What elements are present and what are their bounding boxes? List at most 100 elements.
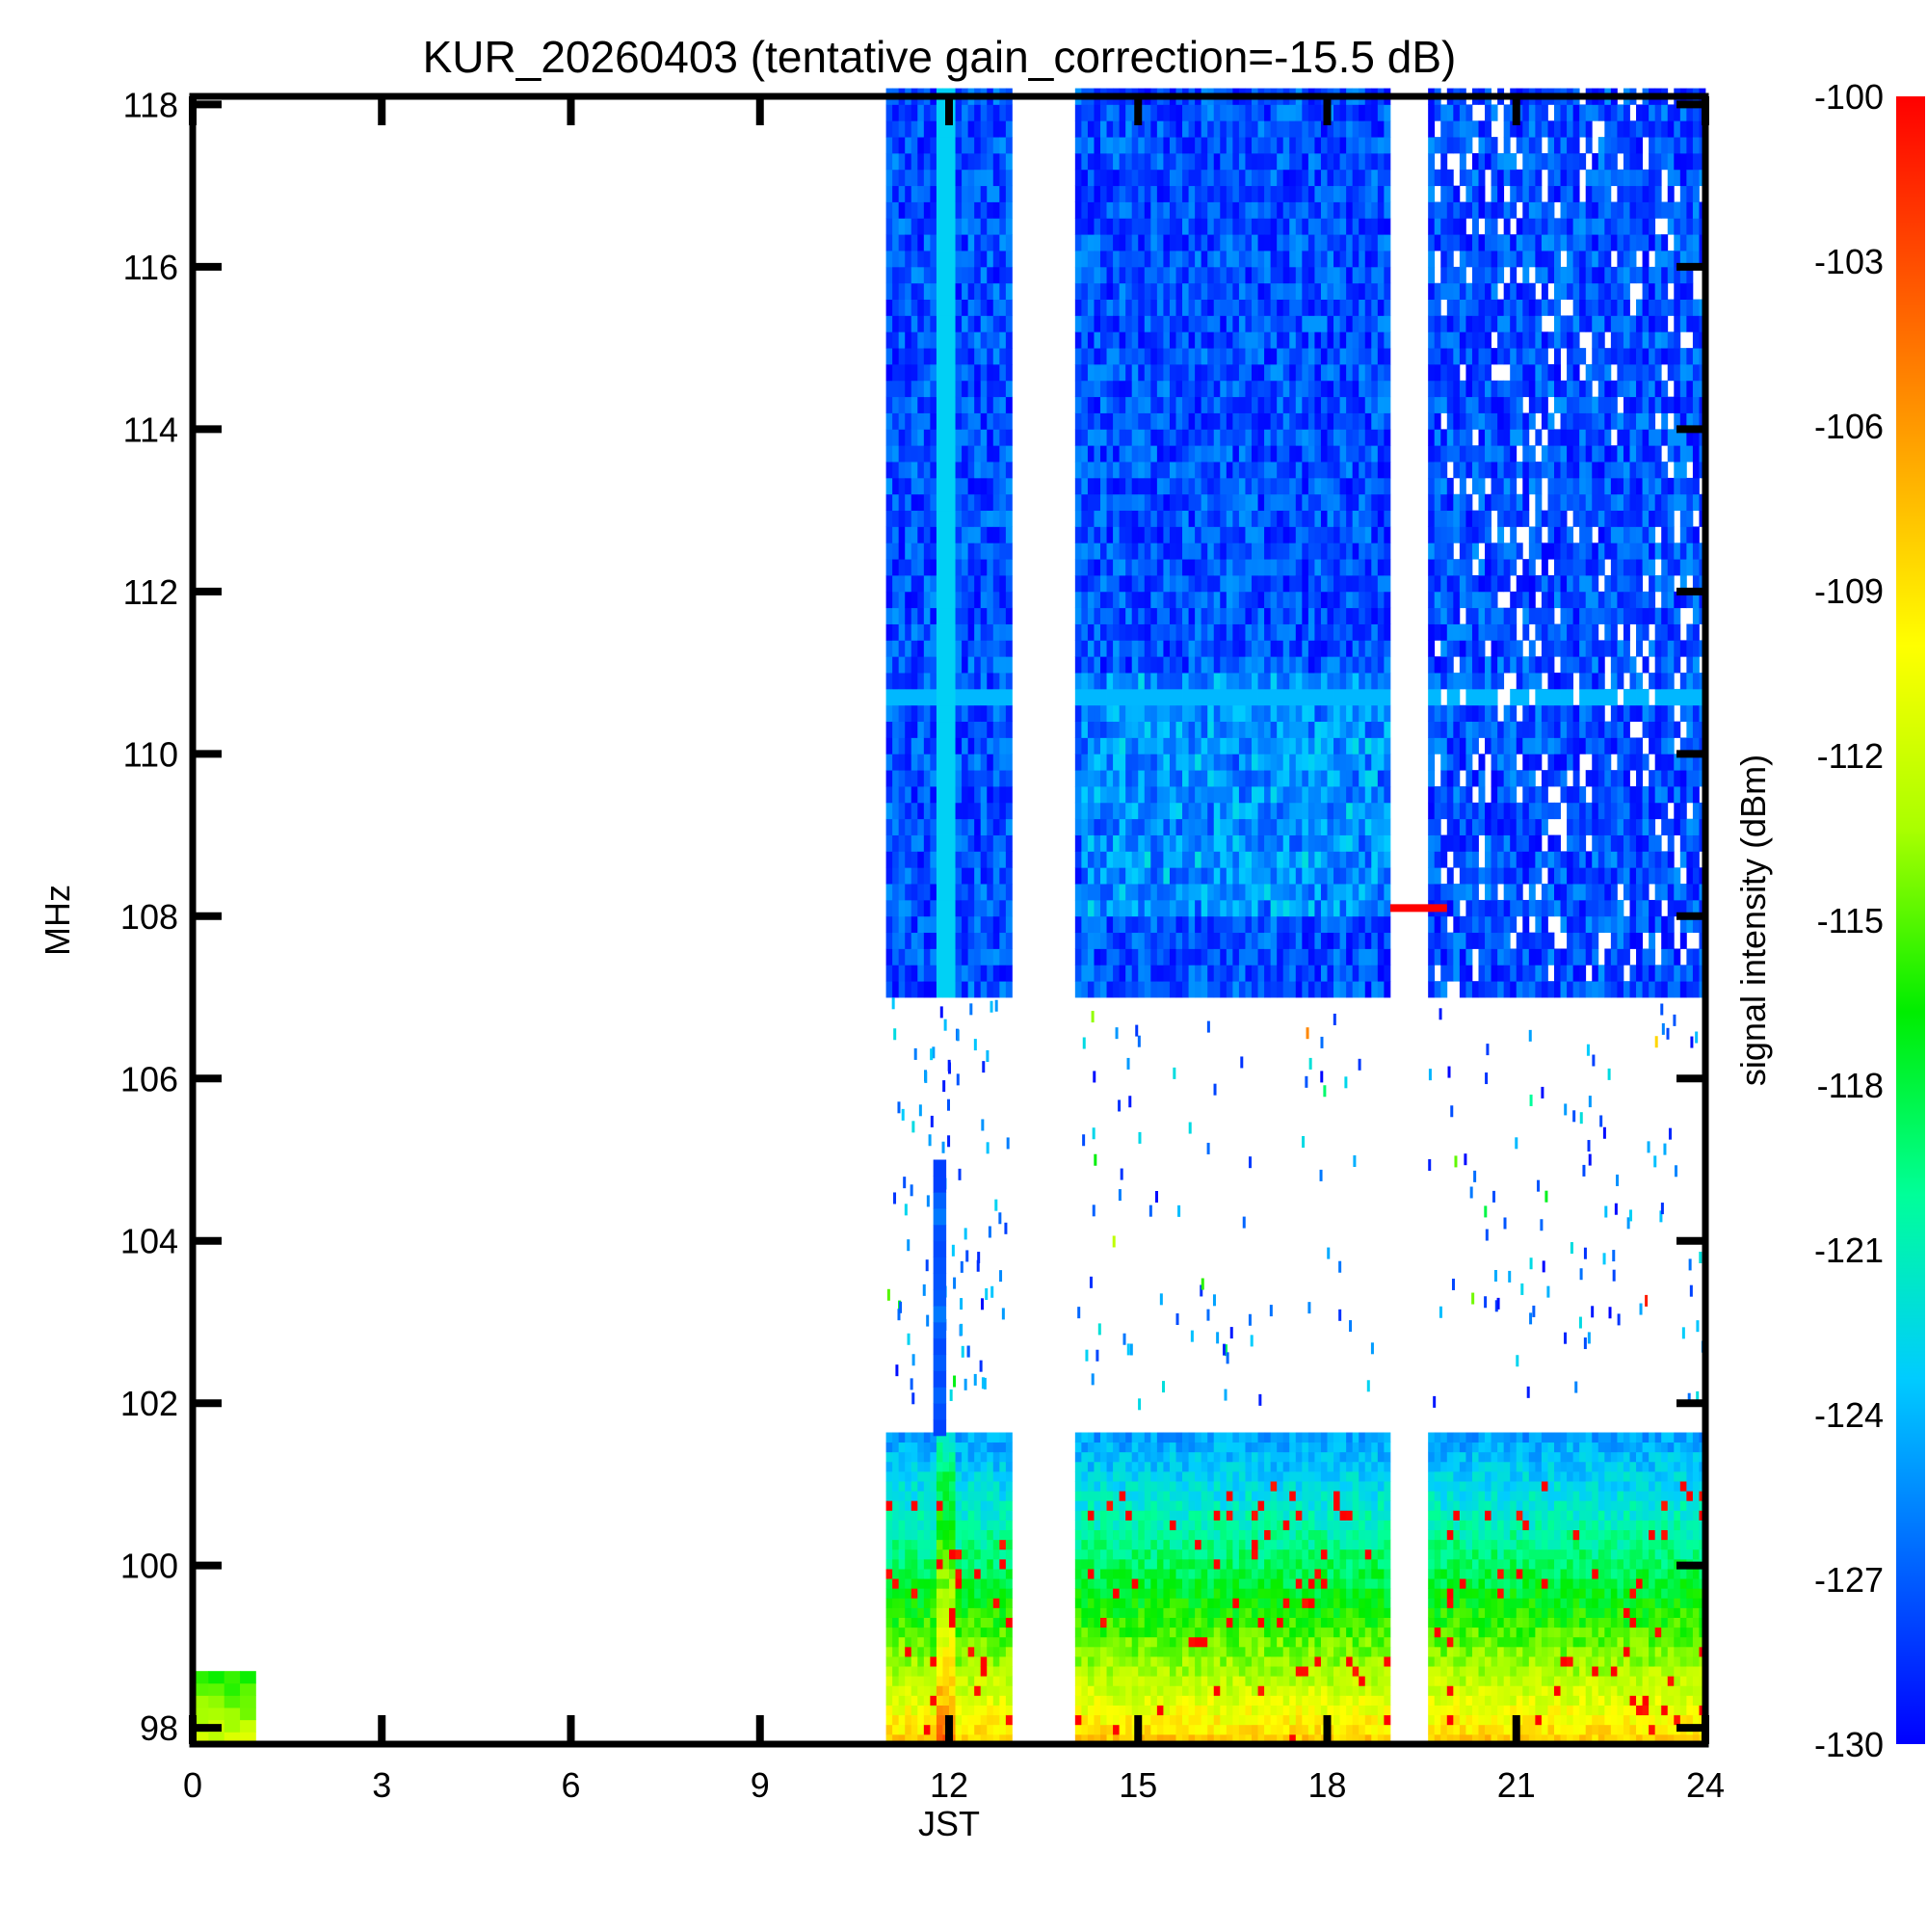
heatmap-cell: [1195, 1588, 1202, 1599]
heatmap-cell: [1220, 1461, 1227, 1472]
heatmap-cell: [942, 1627, 950, 1638]
heatmap-cell: [1113, 543, 1121, 560]
heatmap-cell: [1188, 282, 1196, 300]
heatmap-cell: [1320, 1510, 1328, 1521]
heatmap-cell: [992, 1734, 1000, 1745]
heatmap-cell: [1150, 1627, 1158, 1638]
heatmap-cell: [1270, 1451, 1278, 1463]
heatmap-cell: [1163, 915, 1171, 934]
heatmap-cell: [1220, 915, 1227, 934]
heatmap-cell: [1138, 1461, 1146, 1472]
heatmap-cell: [892, 1539, 900, 1550]
heatmap-cell: [974, 1617, 982, 1628]
heatmap-cell: [905, 1529, 912, 1541]
heatmap-cell: [905, 137, 912, 154]
heatmap-cell: [1252, 948, 1258, 966]
heatmap-cell: [1094, 1646, 1101, 1657]
heatmap-cell: [999, 867, 1007, 885]
heatmap-cell: [1156, 1578, 1164, 1589]
heatmap-cell: [911, 185, 918, 202]
heatmap-cell: [962, 201, 969, 219]
heatmap-cell: [1087, 948, 1095, 966]
heatmap-cell: [1182, 721, 1189, 738]
heatmap-cell: [1106, 152, 1114, 171]
heatmap-cell: [967, 251, 975, 268]
heatmap-cell: [1359, 1520, 1366, 1531]
heatmap-cell: [1138, 445, 1146, 463]
heatmap-cell: [892, 981, 900, 998]
heatmap-cell: [1201, 1646, 1208, 1657]
heatmap-cell: [1307, 1705, 1315, 1716]
heatmap-cell: [1238, 575, 1246, 593]
heatmap-cell: [1302, 1461, 1309, 1472]
heatmap-cell: [1144, 1588, 1151, 1599]
heatmap-cell: [923, 543, 931, 560]
heatmap-cell: [1220, 948, 1227, 966]
heatmap-cell: [974, 1529, 982, 1541]
heatmap-cell: [923, 834, 931, 852]
heatmap-cell: [905, 282, 912, 300]
heatmap-cell: [949, 137, 956, 154]
heatmap-cell: [1232, 721, 1240, 738]
heatmap-cell: [1094, 493, 1101, 512]
heatmap-cell: [962, 380, 969, 398]
heatmap-cell: [1270, 1558, 1278, 1570]
heatmap-cell: [1144, 1705, 1151, 1716]
heatmap-cell: [930, 884, 937, 901]
heatmap-cell: [905, 1461, 912, 1472]
heatmap-cell: [193, 1671, 209, 1684]
heatmap-cell: [999, 104, 1007, 121]
heatmap-cell: [892, 348, 900, 365]
heatmap-cell: [942, 1588, 950, 1599]
heatmap-cell: [949, 1607, 956, 1618]
heatmap-cell: [892, 1734, 900, 1745]
heatmap-cell: [1252, 363, 1258, 382]
heatmap-cell: [1226, 932, 1233, 949]
heatmap-cell: [1094, 137, 1101, 154]
heatmap-cell: [1156, 1510, 1164, 1521]
heatmap-cell: [1119, 1451, 1126, 1463]
heatmap-cell: [1264, 1588, 1272, 1599]
heatmap-cell: [930, 1646, 937, 1657]
heatmap-cell: [911, 1442, 918, 1453]
heatmap-cell: [892, 1481, 900, 1492]
heatmap-cell: [1087, 104, 1095, 121]
heatmap-cell: [911, 429, 918, 446]
heatmap-cell: [1138, 640, 1146, 657]
heatmap-cell: [1245, 152, 1253, 171]
heatmap-cell: [955, 218, 963, 235]
heatmap-cell: [1182, 120, 1189, 138]
heatmap-cell: [936, 932, 943, 949]
heatmap-cell: [1163, 1714, 1171, 1726]
heatmap-cell: [1195, 1617, 1202, 1628]
heatmap-cell: [942, 704, 950, 723]
heatmap-cell: [987, 1548, 994, 1560]
heatmap-cell: [917, 1539, 925, 1550]
heatmap-cell: [1226, 915, 1233, 934]
heatmap-cell: [1327, 1548, 1334, 1560]
heatmap-cell: [1220, 363, 1227, 382]
heatmap-cell: [1106, 948, 1114, 966]
heatmap-cell: [1005, 137, 1013, 154]
heatmap-cell: [930, 1510, 937, 1521]
heatmap-cell: [1119, 851, 1126, 868]
heatmap-cell: [1359, 1646, 1366, 1657]
heatmap-cell: [1125, 1636, 1133, 1648]
heatmap-cell: [911, 363, 918, 382]
heatmap-cell: [1182, 543, 1189, 560]
heatmap-cell: [1081, 445, 1089, 463]
heatmap-cell: [1282, 1451, 1290, 1463]
heatmap-cell: [974, 1558, 982, 1570]
heatmap-cell: [911, 867, 918, 885]
heatmap-cell: [1182, 462, 1189, 479]
heatmap-cell: [923, 786, 931, 804]
heatmap-cell: [1106, 1432, 1114, 1443]
heatmap-cell: [1175, 721, 1183, 738]
heatmap-cell: [1156, 510, 1164, 527]
heatmap-cell: [1182, 1539, 1189, 1550]
heatmap-cell: [1156, 1627, 1164, 1638]
heatmap-cell: [1245, 640, 1253, 657]
heatmap-cell: [942, 1685, 950, 1696]
heatmap-cell: [1074, 266, 1082, 284]
heatmap-cell: [1289, 1666, 1297, 1677]
